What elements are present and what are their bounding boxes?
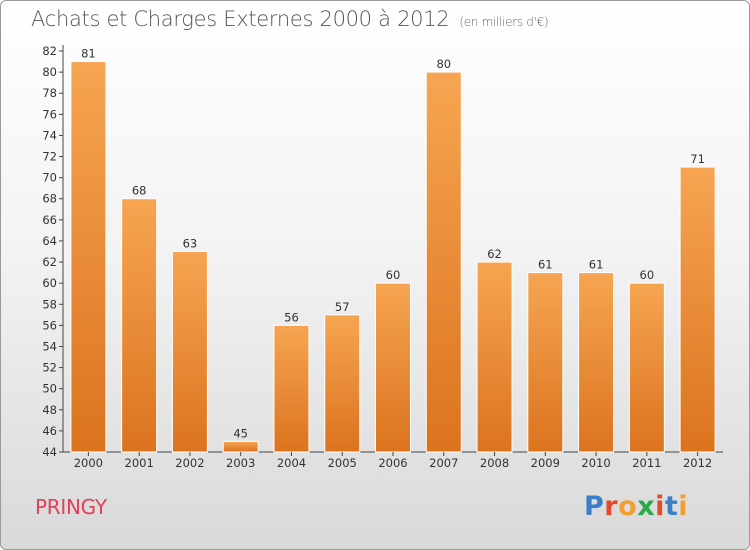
bar <box>578 272 615 453</box>
y-tick-label: 60 <box>42 276 57 290</box>
y-tick-label: 78 <box>42 86 57 100</box>
x-tick-label: 2012 <box>683 456 712 470</box>
bar <box>628 282 665 453</box>
bar <box>375 282 411 453</box>
x-tick-label: 2010 <box>581 456 610 470</box>
logo-letter: x <box>637 491 656 522</box>
chart-subtitle: (en milliers d'€) <box>459 15 549 29</box>
logo-letter: P <box>584 491 605 522</box>
chart-title: Achats et Charges Externes 2000 à 2012 (e… <box>31 7 549 31</box>
bar <box>171 251 208 453</box>
bar-value-label: 71 <box>690 152 705 166</box>
bar-value-label: 60 <box>640 268 655 282</box>
y-tick-label: 46 <box>42 424 57 438</box>
x-tick-label: 2006 <box>378 456 407 470</box>
bar <box>324 314 361 453</box>
bar-value-label: 68 <box>132 184 147 198</box>
x-tick-label: 2009 <box>531 456 560 470</box>
y-tick-label: 74 <box>42 128 57 142</box>
bar <box>70 61 107 453</box>
bar <box>679 166 716 453</box>
y-tick-label: 44 <box>42 445 57 459</box>
x-tick-label: 2008 <box>480 456 509 470</box>
place-name: PRINGY <box>35 495 107 519</box>
bar-value-label: 57 <box>335 300 350 314</box>
x-tick-label: 2002 <box>175 456 204 470</box>
y-tick-label: 80 <box>42 65 57 79</box>
y-tick-label: 50 <box>42 382 57 396</box>
y-tick-label: 68 <box>42 192 57 206</box>
y-tick-label: 82 <box>42 44 57 58</box>
y-tick-label: 64 <box>42 234 57 248</box>
bar-value-label: 81 <box>81 47 96 61</box>
bar-value-label: 62 <box>487 247 502 261</box>
bar-value-label: 80 <box>436 57 451 71</box>
x-tick-label: 2001 <box>125 456 154 470</box>
x-tick-label: 2007 <box>429 456 458 470</box>
bar <box>121 198 158 453</box>
x-tick-label: 2003 <box>226 456 255 470</box>
y-tick-label: 52 <box>42 361 57 375</box>
bar <box>425 71 462 453</box>
y-tick-label: 66 <box>42 213 57 227</box>
x-tick-label: 2004 <box>277 456 306 470</box>
logo-letter: i <box>678 491 689 522</box>
bar <box>476 261 513 453</box>
bar <box>527 272 564 453</box>
bar-value-label: 56 <box>284 310 299 324</box>
x-tick-label: 2011 <box>632 456 661 470</box>
y-tick-label: 72 <box>42 150 57 164</box>
y-tick-label: 48 <box>42 403 57 417</box>
x-tick-label: 2005 <box>328 456 357 470</box>
y-tick-label: 76 <box>42 107 57 121</box>
bar <box>273 324 310 453</box>
logo-letter: r <box>604 491 619 522</box>
proxiti-logo: Proxiti <box>584 491 688 522</box>
bar-value-label: 61 <box>538 258 553 272</box>
y-tick-label: 54 <box>42 339 57 353</box>
y-tick-label: 56 <box>42 318 57 332</box>
bar-value-label: 60 <box>386 268 401 282</box>
logo-letter: o <box>618 491 638 522</box>
logo-letter: i <box>655 491 665 522</box>
chart-title-text: Achats et Charges Externes 2000 à 2012 <box>31 7 450 31</box>
y-tick-label: 62 <box>42 255 57 269</box>
bar-value-label: 63 <box>183 237 198 251</box>
y-tick-label: 70 <box>42 171 57 185</box>
y-tick-label: 58 <box>42 297 57 311</box>
bar-value-label: 45 <box>233 426 248 440</box>
bar-value-label: 61 <box>589 258 604 272</box>
bar <box>222 440 259 453</box>
logo-letter: t <box>664 491 679 522</box>
x-tick-label: 2000 <box>74 456 103 470</box>
